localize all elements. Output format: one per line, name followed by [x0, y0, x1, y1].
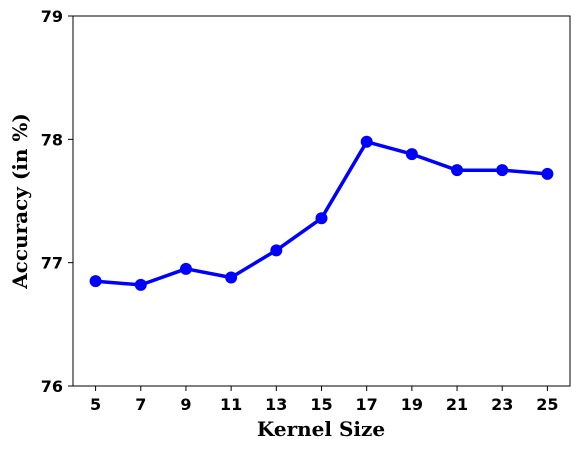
y-tick-label: 78: [41, 130, 63, 149]
x-tick-label: 15: [310, 395, 332, 414]
data-point: [451, 164, 464, 177]
y-tick-label: 77: [41, 254, 63, 273]
data-point: [541, 167, 554, 180]
y-tick-label: 79: [41, 7, 63, 26]
x-tick-label: 17: [356, 395, 378, 414]
x-tick-label: 13: [265, 395, 287, 414]
x-tick-label: 9: [180, 395, 191, 414]
data-point: [360, 135, 373, 148]
y-axis: 76 77 78 79: [41, 7, 73, 396]
x-tick-label: 19: [401, 395, 423, 414]
data-point: [270, 244, 283, 257]
x-axis: 5 7 9 11 13 15 17 19 21 23 25: [90, 386, 559, 414]
data-point: [405, 148, 418, 161]
data-point: [179, 262, 192, 275]
data-point: [89, 275, 102, 288]
y-tick-label: 76: [41, 377, 63, 396]
data-point: [134, 278, 147, 291]
data-point: [225, 271, 238, 284]
x-tick-label: 23: [491, 395, 513, 414]
data-point: [496, 164, 509, 177]
x-tick-label: 7: [135, 395, 146, 414]
x-tick-label: 5: [90, 395, 101, 414]
x-tick-label: 11: [220, 395, 242, 414]
x-tick-label: 21: [446, 395, 468, 414]
plot-area: [72, 15, 571, 387]
series-points: [89, 135, 554, 291]
data-point: [315, 212, 328, 225]
y-axis-title: Accuracy (in %): [8, 113, 32, 290]
x-tick-label: 25: [536, 395, 558, 414]
x-axis-title: Kernel Size: [257, 417, 385, 441]
